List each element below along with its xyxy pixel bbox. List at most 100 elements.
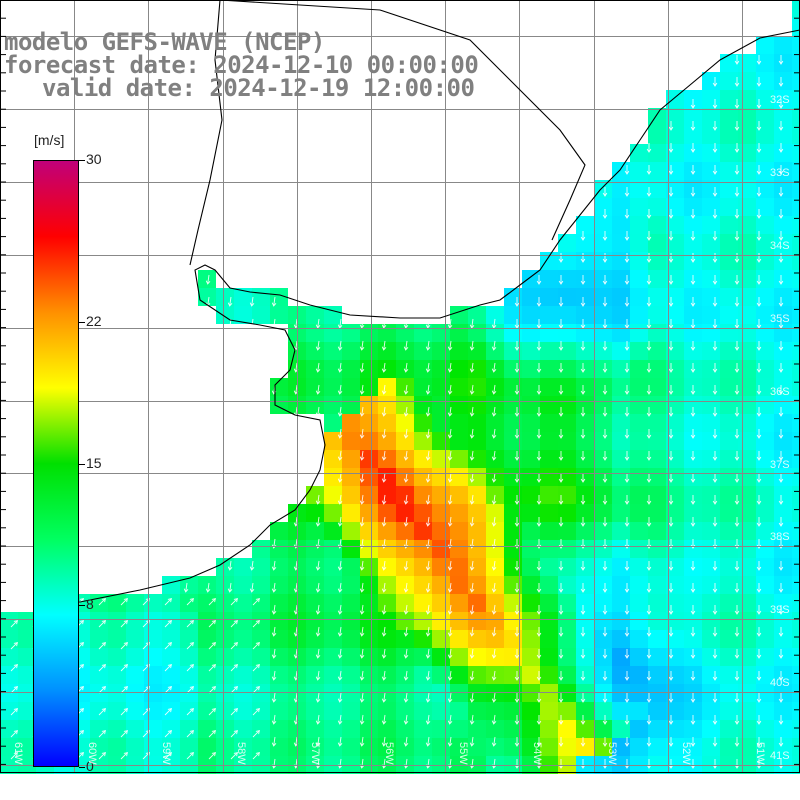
wind-speed-cell <box>450 360 468 378</box>
wind-speed-cell <box>594 378 612 396</box>
wind-arrow <box>536 407 542 417</box>
wind-arrow <box>425 692 431 703</box>
wind-speed-cell <box>414 504 432 522</box>
wind-speed-cell <box>558 450 576 468</box>
wind-arrow <box>205 296 211 307</box>
wind-arrow <box>712 275 718 285</box>
wind-arrow <box>756 231 762 241</box>
wind-speed-cell <box>396 504 414 522</box>
wind-speed-cell <box>126 702 144 720</box>
wind-arrow <box>252 598 260 606</box>
wind-speed-cell <box>378 576 396 594</box>
wind-speed-cell <box>468 522 486 540</box>
valid-date: valid date: 2024-12-19 12:00:00 <box>42 74 475 102</box>
wind-arrow <box>315 582 321 593</box>
wind-arrow <box>536 561 542 571</box>
wind-speed-cell <box>594 288 612 306</box>
wind-arrow <box>558 517 564 527</box>
wind-speed-cell <box>450 342 468 360</box>
wind-speed-cell <box>576 594 594 612</box>
wind-arrow <box>337 714 343 725</box>
wind-speed-cell <box>666 108 684 126</box>
wind-speed-cell <box>342 432 360 450</box>
wind-speed-cell <box>378 540 396 558</box>
wind-speed-cell <box>378 342 396 360</box>
wind-speed-cell <box>594 738 612 756</box>
wind-arrow <box>624 253 630 263</box>
wind-speed-cell <box>414 738 432 756</box>
wind-speed-cell <box>108 612 126 630</box>
wind-speed-cell <box>108 630 126 648</box>
wind-speed-cell <box>774 126 792 144</box>
wind-arrow <box>580 693 586 703</box>
forecast-date: forecast date: 2024-12-10 00:00:00 <box>4 51 479 79</box>
wind-arrow <box>315 692 321 703</box>
wind-speed-cell <box>126 630 144 648</box>
model-title: modelo GEFS-WAVE (NCEP) <box>4 28 325 56</box>
wind-arrow <box>778 209 784 219</box>
wind-speed-cell <box>252 288 270 306</box>
wind-arrow <box>186 752 194 760</box>
wind-speed-cell <box>540 540 558 558</box>
wind-arrow <box>602 363 608 373</box>
wind-arrow <box>624 715 630 725</box>
wind-arrow <box>337 692 343 703</box>
wind-speed-cell <box>216 612 234 630</box>
wind-arrow <box>315 714 321 725</box>
wind-speed-cell <box>702 576 720 594</box>
wind-arrow <box>403 428 409 439</box>
wind-arrow <box>690 121 696 131</box>
legend-tick-mark <box>79 321 85 323</box>
wind-speed-cell <box>756 720 774 738</box>
wind-arrow <box>403 670 409 681</box>
wind-arrow <box>205 582 211 593</box>
wind-arrow <box>447 604 453 615</box>
wind-speed-cell <box>684 540 702 558</box>
wind-arrow <box>734 363 740 373</box>
wind-arrow <box>359 406 365 417</box>
wind-speed-cell <box>576 738 594 756</box>
wind-arrow <box>734 209 740 219</box>
wind-speed-cell <box>720 558 738 576</box>
wind-speed-cell <box>738 342 756 360</box>
wind-speed-cell <box>612 558 630 576</box>
wind-arrow <box>403 406 409 417</box>
wind-speed-cell <box>738 126 756 144</box>
wind-speed-cell <box>414 450 432 468</box>
wind-speed-cell <box>360 468 378 486</box>
wind-arrow <box>186 730 194 738</box>
wind-speed-cell <box>396 702 414 720</box>
wind-speed-cell <box>774 720 792 738</box>
wind-speed-cell <box>450 720 468 738</box>
wind-speed-cell <box>360 504 378 522</box>
wind-arrow <box>536 473 542 483</box>
wind-arrow <box>602 275 608 285</box>
wind-speed-cell <box>594 396 612 414</box>
wind-speed-cell <box>756 72 774 90</box>
wind-speed-cell <box>108 738 126 756</box>
wind-speed-cell <box>270 612 288 630</box>
wind-speed-cell <box>738 360 756 378</box>
wind-arrow <box>447 362 453 373</box>
wind-arrow <box>756 671 762 681</box>
wind-arrow <box>271 560 277 571</box>
wind-arrow <box>469 472 475 483</box>
wind-speed-cell <box>360 648 378 666</box>
wind-speed-cell <box>234 288 252 306</box>
wind-speed-cell <box>576 216 594 234</box>
wind-speed-cell <box>342 576 360 594</box>
wind-speed-cell <box>468 630 486 648</box>
wind-speed-cell <box>702 594 720 612</box>
wind-speed-cell <box>234 594 252 612</box>
wind-speed-cell <box>648 306 666 324</box>
wind-arrow <box>249 560 255 571</box>
wind-speed-cell <box>702 630 720 648</box>
wind-arrow <box>778 55 784 65</box>
wind-speed-cell <box>702 126 720 144</box>
wind-arrow <box>425 604 431 615</box>
wind-speed-cell <box>378 360 396 378</box>
wind-arrow <box>337 560 343 571</box>
wind-speed-cell <box>774 324 792 342</box>
wind-arrow <box>447 692 453 703</box>
wind-arrow <box>580 517 586 527</box>
